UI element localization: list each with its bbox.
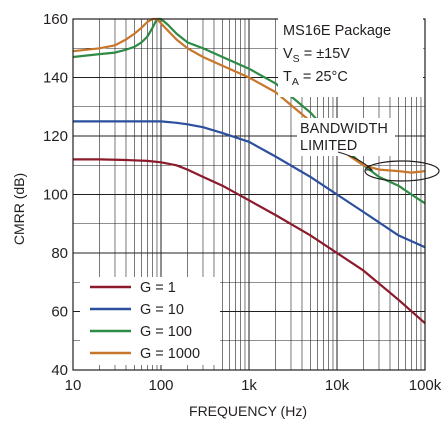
y-tick-label: 80 <box>51 245 68 262</box>
plot-frame <box>72 18 426 371</box>
legend-label-3: G = 100 <box>140 324 192 340</box>
x-axis-title: FREQUENCY (Hz) <box>189 403 307 419</box>
x-tick-label: 100k <box>409 377 442 394</box>
y-tick-label: 140 <box>43 70 68 87</box>
bandwidth-note: BANDWIDTH LIMITED <box>297 118 440 182</box>
annotation-temperature: TA = 25°C <box>283 69 348 88</box>
series-line-1 <box>73 158 426 325</box>
x-tick-label: 100 <box>148 377 173 394</box>
bandwidth-arrowhead <box>366 165 374 171</box>
y-axis-title: CMRR (dB) <box>11 173 27 245</box>
series-line-4 <box>72 17 426 174</box>
bandwidth-note-background <box>297 118 395 156</box>
x-tick-label: 10 <box>65 377 82 394</box>
y-tick-label: 120 <box>43 128 68 145</box>
bandwidth-label-line2: LIMITED <box>300 138 357 154</box>
y-tick-label: 100 <box>43 187 68 204</box>
series-layer <box>72 17 426 325</box>
y-tick-label: 60 <box>51 304 68 321</box>
x-tick-label: 10k <box>325 377 350 394</box>
annotation-background <box>278 17 423 97</box>
annotation-package: MS16E Package <box>283 23 391 39</box>
annotation-supply: VS = ±15V <box>283 46 350 65</box>
bandwidth-label-line1: BANDWIDTH <box>300 121 388 137</box>
y-tick-label: 160 <box>43 11 68 28</box>
axes-layer: 10 100 1k 10k 100k 40 60 80 100 120 140 160 <box>43 11 442 394</box>
bandwidth-ellipse <box>364 160 440 182</box>
x-tick-label: 1k <box>241 377 257 394</box>
legend: G = 1 G = 10 G = 100 G = 1000 <box>80 277 220 365</box>
annotation-box: MS16E Package VS = ±15V TA = 25°C <box>278 17 423 97</box>
legend-label-1: G = 1 <box>140 280 176 296</box>
legend-label-2: G = 10 <box>140 302 184 318</box>
series-line-2 <box>73 120 426 249</box>
legend-label-4: G = 1000 <box>140 346 200 362</box>
legend-background <box>80 277 220 365</box>
series-line-3 <box>72 17 426 205</box>
y-tick-label: 40 <box>51 362 68 379</box>
